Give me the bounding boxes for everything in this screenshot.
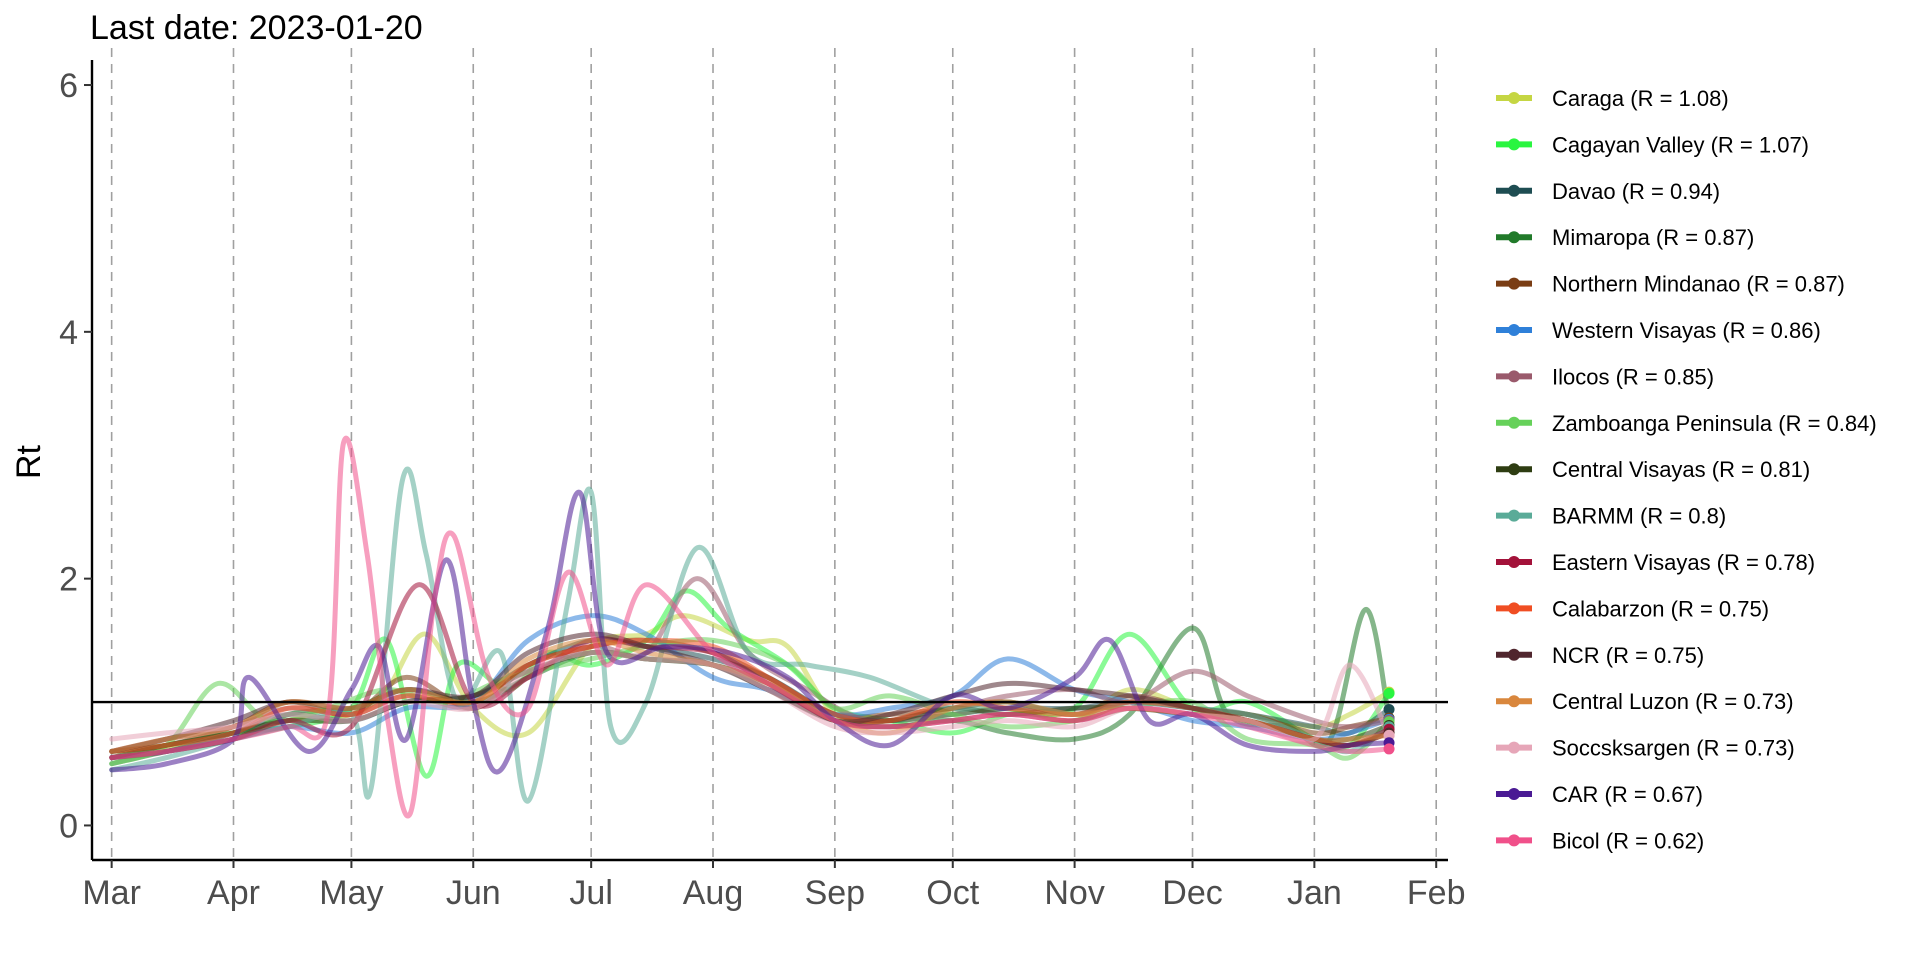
legend-label: Davao (R = 0.94): [1552, 179, 1720, 204]
legend-key-dot: [1508, 509, 1520, 522]
legend-label: CAR (R = 0.67): [1552, 782, 1703, 807]
x-tick-label: Jul: [569, 874, 612, 912]
vertical-grid: [110, 48, 1438, 860]
x-tick-label: Jun: [446, 874, 501, 912]
legend-item: Soccsksargen (R = 0.73): [1496, 736, 1795, 761]
legend-label: Ilocos (R = 0.85): [1552, 364, 1714, 389]
legend-key-dot: [1508, 138, 1520, 151]
x-tick-label: Mar: [82, 874, 141, 912]
x-tick-label: Dec: [1162, 874, 1222, 912]
legend-key-dot: [1508, 602, 1520, 615]
legend-key-dot: [1508, 184, 1520, 197]
legend-label: Central Visayas (R = 0.81): [1552, 457, 1810, 482]
legend-key-dot: [1508, 788, 1520, 800]
x-tick-label: Oct: [926, 874, 979, 912]
legend-key-dot: [1508, 231, 1520, 244]
legend-key-dot: [1508, 834, 1520, 847]
legend-label: Western Visayas (R = 0.86): [1552, 318, 1821, 343]
legend-item: Ilocos (R = 0.85): [1496, 364, 1714, 389]
legend-key-dot: [1508, 416, 1520, 429]
legend-label: Mimaropa (R = 0.87): [1552, 225, 1754, 250]
legend-item: Northern Mindanao (R = 0.87): [1496, 272, 1845, 297]
series-line: [109, 435, 1392, 819]
legend-label: Caraga (R = 1.08): [1552, 86, 1729, 111]
series-line: [109, 613, 1392, 761]
series-endpoint: [1383, 703, 1395, 715]
x-tick-label: Nov: [1044, 874, 1104, 912]
legend-key-dot: [1508, 648, 1520, 661]
legend-label: Bicol (R = 0.62): [1552, 828, 1704, 853]
legend-label: Soccsksargen (R = 0.73): [1552, 736, 1795, 761]
legend-item: Bicol (R = 0.62): [1496, 828, 1704, 853]
x-tick-label: Sep: [805, 874, 866, 912]
legend-item: Central Visayas (R = 0.81): [1496, 457, 1810, 482]
legend-label: Eastern Visayas (R = 0.78): [1552, 550, 1815, 575]
legend-item: Mimaropa (R = 0.87): [1496, 225, 1754, 250]
x-tick-label: Jan: [1287, 874, 1342, 912]
series-lines: [109, 435, 1392, 819]
y-tick-label: 2: [59, 561, 78, 599]
x-tick-label: Feb: [1407, 874, 1466, 912]
y-tick-label: 6: [59, 67, 78, 105]
legend-key-dot: [1508, 370, 1520, 383]
legend-label: BARMM (R = 0.8): [1552, 504, 1726, 529]
legend-item: NCR (R = 0.75): [1496, 643, 1704, 668]
legend-key-dot: [1508, 92, 1520, 104]
legend-label: NCR (R = 0.75): [1552, 643, 1704, 668]
legend-item: Caraga (R = 1.08): [1496, 86, 1729, 111]
legend-item: Eastern Visayas (R = 0.78): [1496, 550, 1815, 575]
legend-item: Central Luzon (R = 0.73): [1496, 689, 1794, 714]
legend-item: BARMM (R = 0.8): [1496, 504, 1726, 529]
axes: [90, 60, 1448, 862]
x-axis-ticks: Mar Apr May Jun Jul Aug Sep Oct Nov Dec Jan Feb: [82, 860, 1466, 912]
legend-label: Zamboanga Peninsula (R = 0.84): [1552, 411, 1877, 436]
legend-key-dot: [1508, 277, 1520, 290]
legend-key-dot: [1508, 556, 1520, 568]
legend-item: Davao (R = 0.94): [1496, 179, 1720, 204]
legend-label: Calabarzon (R = 0.75): [1552, 596, 1769, 621]
y-tick-label: 0: [59, 807, 78, 845]
legend-key-dot: [1508, 741, 1520, 754]
y-tick-label: 4: [59, 314, 78, 352]
y-axis-title: Rt: [10, 444, 48, 479]
series-endpoint: [1383, 743, 1395, 755]
series-endpoints: [1383, 686, 1395, 755]
legend-item: Western Visayas (R = 0.86): [1496, 318, 1821, 343]
chart-title: Last date: 2023-01-20: [90, 9, 423, 47]
x-tick-label: Apr: [207, 874, 260, 912]
series-line: [109, 588, 1392, 779]
legend-label: Central Luzon (R = 0.73): [1552, 689, 1794, 714]
legend-key-dot: [1508, 324, 1520, 336]
legend-key-dot: [1508, 463, 1520, 476]
x-tick-label: Aug: [683, 874, 744, 912]
series-line: [109, 489, 1392, 775]
legend: Caraga (R = 1.08) Cagayan Valley (R = 1.0…: [1496, 86, 1877, 853]
legend-item: Zamboanga Peninsula (R = 0.84): [1496, 411, 1877, 436]
legend-label: Northern Mindanao (R = 0.87): [1552, 272, 1845, 297]
legend-key-dot: [1508, 695, 1520, 708]
legend-item: Calabarzon (R = 0.75): [1496, 596, 1769, 621]
legend-item: Cagayan Valley (R = 1.07): [1496, 132, 1809, 157]
series-endpoint: [1383, 687, 1395, 699]
x-tick-label: May: [319, 874, 383, 912]
legend-item: CAR (R = 0.67): [1496, 782, 1703, 807]
y-axis-ticks: 0 2 4 6: [59, 67, 92, 845]
legend-label: Cagayan Valley (R = 1.07): [1552, 132, 1809, 157]
